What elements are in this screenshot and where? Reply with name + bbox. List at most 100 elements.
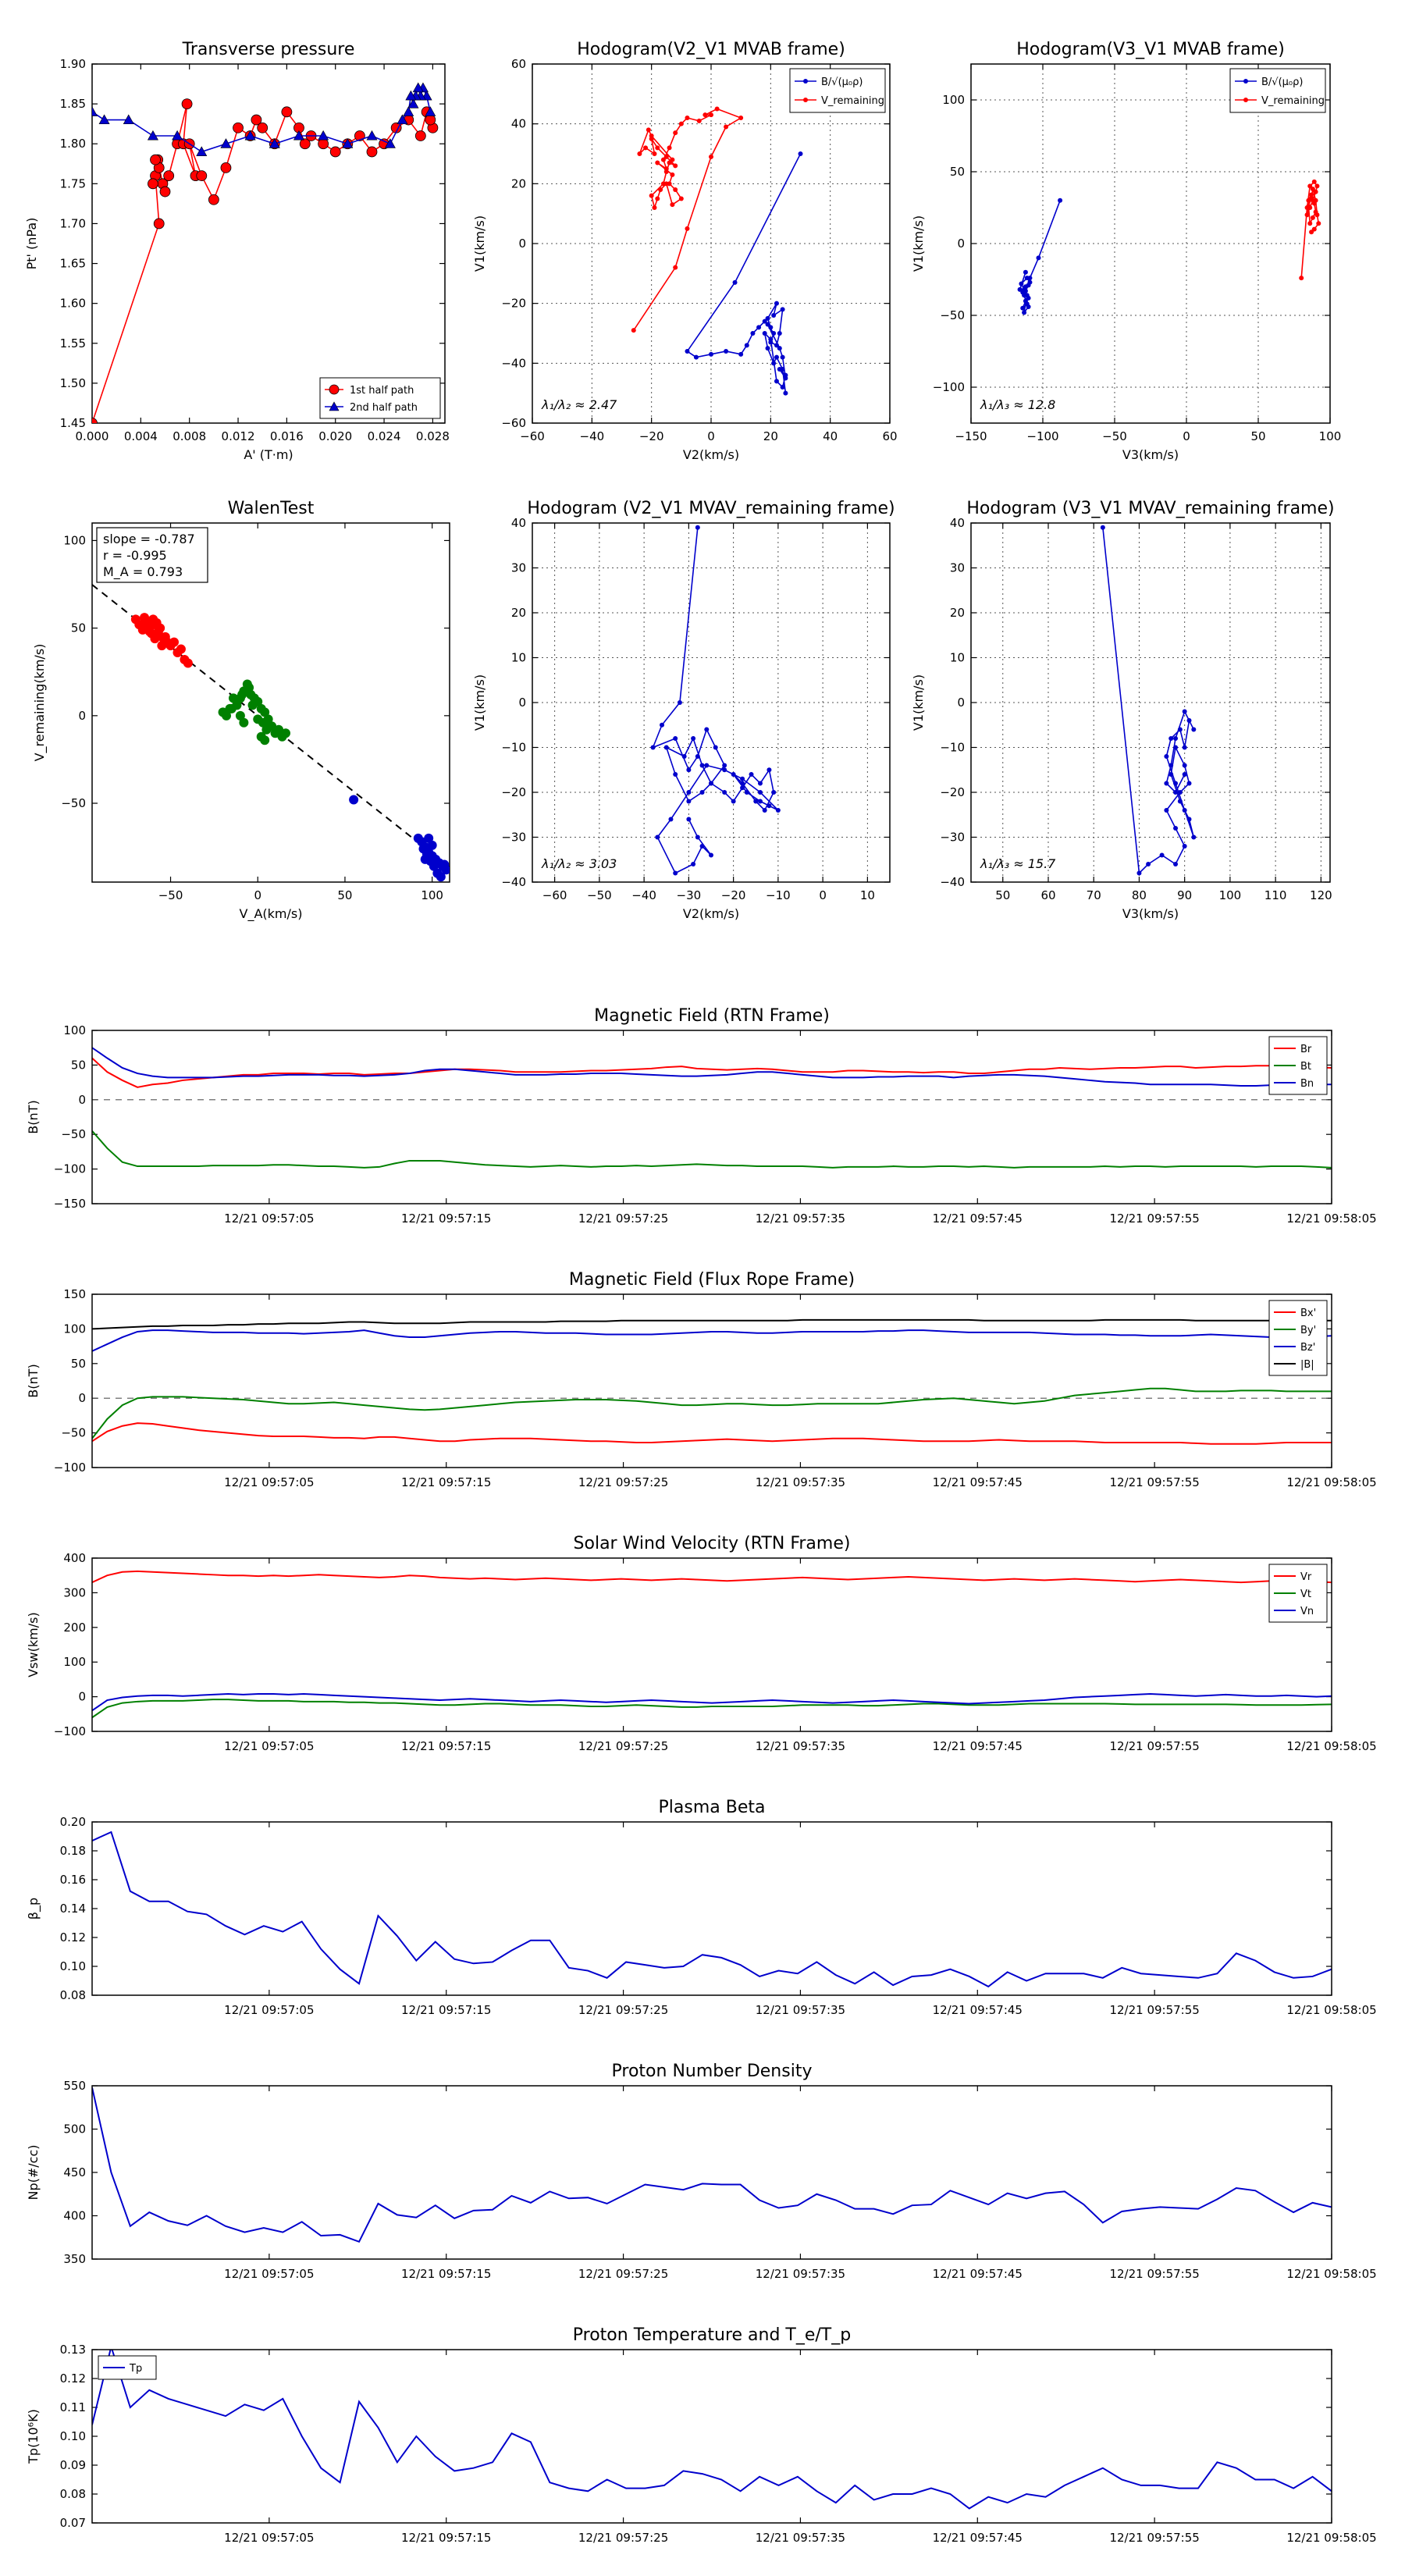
data-point (731, 799, 736, 804)
legend-label: V_remaining (821, 95, 884, 107)
data-point (251, 114, 262, 126)
data-point (1186, 718, 1192, 723)
y-tick-label: 50 (71, 621, 86, 635)
data-point (722, 767, 727, 773)
data-point (774, 379, 779, 384)
data-point (1307, 221, 1313, 226)
data-point (1314, 212, 1320, 218)
y-tick-label: 20 (511, 176, 526, 190)
eigenvalue-ratio: λ₁/λ₃ ≈ 15.7 (980, 856, 1056, 871)
series-line-beta (92, 1831, 1332, 1988)
x-tick-label: 0 (707, 429, 715, 443)
series-group (92, 1570, 1332, 1719)
plot-frame (532, 63, 891, 424)
x-tick-label: 0 (254, 888, 261, 902)
data-point (740, 781, 745, 786)
x-tick-label: 0.008 (173, 429, 206, 443)
data-point (704, 727, 710, 732)
data-point (169, 637, 180, 647)
x-tick-label: −40 (580, 429, 605, 443)
y-tick-label: 0.12 (60, 1930, 86, 1944)
legend-label: Bn (1300, 1078, 1314, 1090)
data-point (704, 763, 710, 768)
data-point (660, 722, 665, 728)
x-tick-label: 100 (421, 888, 443, 902)
data-point (677, 700, 682, 705)
y-tick-label: 0 (78, 709, 86, 723)
data-point (235, 710, 245, 720)
data-point (722, 790, 727, 795)
x-tick-label: 70 (1087, 888, 1101, 902)
data-point (1024, 276, 1030, 281)
y-tick-label: 1.80 (60, 137, 86, 151)
time-tick-label: 12/21 09:57:35 (756, 1739, 845, 1753)
data-point (667, 160, 672, 165)
panel-tp: 0.07 0.08 0.09 0.10 0.11 0.12 0.13 12/21 09:57:… (26, 2325, 1377, 2545)
data-point (150, 154, 161, 165)
y-tick-label: 0 (518, 237, 526, 251)
x-tick-label: 0.016 (270, 429, 304, 443)
data-point (655, 834, 660, 840)
legend-box (319, 377, 441, 419)
time-tick-label: 12/21 09:57:25 (578, 2267, 668, 2281)
time-tick-label: 12/21 09:58:05 (1286, 1212, 1376, 1226)
data-point (176, 644, 186, 654)
y-tick-label: −100 (54, 1724, 86, 1738)
data-point (1309, 195, 1314, 201)
time-tick-label: 12/21 09:57:15 (401, 2267, 491, 2281)
data-point (709, 852, 713, 858)
data-point (1173, 781, 1179, 786)
eigenvalue-ratio: λ₁/λ₂ ≈ 3.03 (541, 856, 617, 871)
data-point (1191, 834, 1197, 840)
stats-line: M_A = 0.793 (103, 564, 183, 580)
data-point (1177, 727, 1183, 732)
data-point (724, 349, 729, 354)
y-axis-label: V1(km/s) (472, 215, 487, 272)
y-tick-label: 40 (511, 516, 526, 530)
legend-marker (329, 384, 340, 395)
y-tick-label: 0.13 (60, 2343, 86, 2357)
data-point (1173, 826, 1179, 831)
data-point (652, 205, 657, 210)
time-tick-label: 12/21 09:57:05 (224, 2003, 314, 2017)
series-group (92, 2350, 1332, 2510)
time-tick-label: 12/21 09:57:25 (578, 1739, 668, 1753)
eigenvalue-ratio: λ₁/λ₂ ≈ 2.47 (541, 397, 617, 412)
data-point (1168, 736, 1174, 741)
time-tick-label: 12/21 09:57:15 (401, 2003, 491, 2017)
data-point (678, 196, 684, 201)
data-point (757, 790, 763, 795)
data-point (349, 795, 359, 805)
x-tick-label: 0.004 (124, 429, 158, 443)
series-line-by (92, 1387, 1332, 1439)
data-point (757, 799, 763, 804)
data-point (1304, 212, 1310, 218)
data-point (1026, 304, 1031, 309)
data-point (695, 525, 700, 530)
legend-marker (1243, 79, 1248, 84)
legend-label: |B| (1300, 1359, 1314, 1371)
time-tick-label: 12/21 09:57:35 (756, 2531, 845, 2545)
y-tick-label: 1.55 (60, 336, 86, 350)
x-tick-label: 50 (1250, 429, 1265, 443)
data-point (1023, 298, 1028, 304)
data-point (768, 336, 774, 342)
data-point (693, 354, 699, 360)
x-tick-label: 50 (337, 888, 352, 902)
data-point (1027, 279, 1033, 285)
plot-frame (91, 2349, 1332, 2524)
data-point (753, 799, 759, 804)
chart-title: WalenTest (228, 499, 315, 518)
data-point (247, 700, 258, 710)
series-line (1102, 527, 1195, 875)
x-tick-label: −100 (1026, 429, 1058, 443)
y-tick-label: −50 (61, 1426, 86, 1440)
data-point (157, 641, 167, 651)
data-point (768, 325, 774, 330)
data-point (407, 98, 419, 109)
series-line-br (92, 1057, 1332, 1088)
data-point (1182, 772, 1187, 777)
data-point (670, 157, 675, 162)
x-tick-label: −10 (766, 888, 791, 902)
data-point (1314, 183, 1320, 189)
